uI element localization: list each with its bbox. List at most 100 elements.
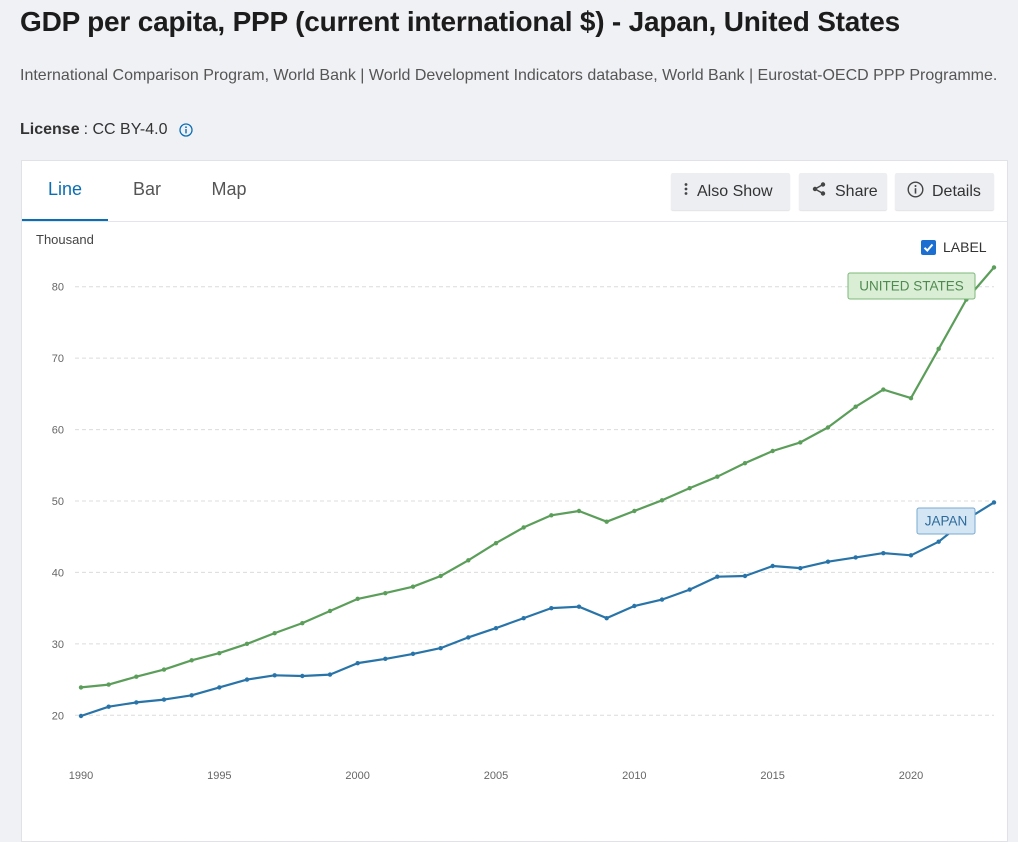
share-button[interactable]: Share bbox=[799, 173, 887, 210]
data-point-japan bbox=[770, 563, 775, 569]
data-point-japan bbox=[134, 700, 139, 705]
data-point-japan bbox=[493, 625, 499, 631]
data-point-united_states bbox=[189, 658, 194, 663]
data-point-united_states bbox=[936, 346, 941, 352]
data-point-japan bbox=[632, 603, 637, 609]
data-point-united_states bbox=[521, 525, 526, 530]
data-point-japan bbox=[244, 677, 250, 682]
data-point-japan bbox=[715, 574, 720, 579]
data-point-united_states bbox=[549, 513, 554, 518]
x-tick-label: 1995 bbox=[207, 770, 231, 782]
license-value: : CC BY-4.0 bbox=[83, 121, 168, 138]
data-point-japan bbox=[576, 604, 582, 609]
tab-bar: Line Bar Map Also Show Share Details bbox=[22, 161, 1007, 222]
label-toggle-text: LABEL bbox=[943, 239, 987, 255]
data-point-united_states bbox=[576, 508, 582, 514]
also-show-label: Also Show bbox=[697, 182, 773, 200]
data-point-japan bbox=[742, 573, 748, 579]
data-point-united_states bbox=[991, 265, 997, 270]
y-tick-label: 40 bbox=[52, 567, 64, 579]
data-point-united_states bbox=[327, 608, 333, 614]
series-line-japan bbox=[80, 501, 995, 718]
x-tick-label: 2020 bbox=[899, 770, 923, 782]
also-show-button[interactable]: Also Show bbox=[671, 173, 790, 210]
data-point-japan bbox=[604, 615, 609, 621]
data-point-united_states bbox=[659, 498, 665, 503]
data-point-japan bbox=[991, 500, 997, 505]
series-label-united_states: UNITED STATES bbox=[847, 272, 976, 300]
details-button[interactable]: Details bbox=[895, 173, 994, 210]
data-point-japan bbox=[410, 651, 416, 657]
data-point-united_states bbox=[798, 440, 803, 445]
data-point-japan bbox=[466, 635, 471, 640]
data-point-japan bbox=[521, 615, 526, 621]
details-label: Details bbox=[932, 182, 981, 200]
y-tick-label: 30 bbox=[52, 639, 64, 651]
y-unit-label: Thousand bbox=[36, 232, 94, 247]
x-tick-label: 2000 bbox=[345, 770, 369, 782]
data-point-japan bbox=[78, 713, 84, 719]
data-point-united_states bbox=[770, 448, 775, 454]
data-point-japan bbox=[189, 693, 194, 698]
data-point-united_states bbox=[908, 395, 914, 401]
data-point-united_states bbox=[632, 508, 637, 514]
data-point-united_states bbox=[715, 474, 720, 479]
tab-line[interactable]: Line bbox=[22, 161, 108, 221]
data-point-japan bbox=[106, 704, 111, 709]
data-point-japan bbox=[687, 587, 692, 592]
y-tick-label: 20 bbox=[52, 710, 64, 722]
license-label: License bbox=[20, 121, 80, 138]
data-point-japan bbox=[549, 605, 554, 611]
data-point-japan bbox=[383, 656, 388, 662]
tab-map[interactable]: Map bbox=[211, 179, 247, 199]
series-label-box bbox=[847, 272, 976, 300]
data-point-united_states bbox=[383, 590, 388, 596]
x-tick-label: 2005 bbox=[484, 770, 508, 782]
data-point-united_states bbox=[355, 596, 360, 602]
share-icon bbox=[811, 181, 827, 202]
line-chart: Thousand 20 30 40 50 60 70 80 1990 1995 2000 2005 20… bbox=[36, 232, 997, 782]
data-point-united_states bbox=[438, 573, 443, 579]
info-icon[interactable] bbox=[179, 123, 194, 137]
data-point-japan bbox=[327, 672, 333, 677]
data-point-united_states bbox=[244, 641, 250, 647]
page-title: GDP per capita, PPP (current internation… bbox=[20, 6, 901, 37]
data-point-united_states bbox=[410, 584, 416, 589]
source-text: International Comparison Program, World … bbox=[20, 67, 998, 84]
data-point-japan bbox=[355, 660, 360, 666]
data-point-japan bbox=[908, 553, 914, 558]
data-point-japan bbox=[300, 673, 305, 679]
share-label: Share bbox=[835, 182, 878, 200]
data-point-united_states bbox=[825, 425, 831, 430]
data-point-united_states bbox=[466, 558, 471, 563]
x-tick-label: 1990 bbox=[69, 770, 93, 782]
data-point-japan bbox=[438, 645, 443, 651]
data-point-united_states bbox=[604, 519, 609, 524]
y-tick-label: 70 bbox=[52, 353, 64, 365]
data-point-japan bbox=[798, 565, 803, 571]
x-tick-label: 2015 bbox=[760, 770, 784, 782]
label-checkbox[interactable] bbox=[921, 239, 936, 255]
data-point-united_states bbox=[687, 485, 692, 491]
data-point-united_states bbox=[272, 630, 277, 636]
license-row: License : CC BY-4.0 bbox=[20, 121, 194, 139]
data-point-united_states bbox=[881, 387, 886, 392]
data-point-united_states bbox=[106, 682, 111, 687]
more-vertical-icon bbox=[683, 182, 689, 201]
series-label-text: UNITED STATES bbox=[859, 279, 964, 294]
data-point-japan bbox=[217, 685, 222, 690]
series-label-text: JAPAN bbox=[925, 514, 968, 529]
data-point-united_states bbox=[161, 667, 167, 672]
data-point-united_states bbox=[742, 460, 748, 466]
data-point-japan bbox=[825, 559, 831, 564]
data-point-united_states bbox=[78, 685, 84, 690]
data-point-japan bbox=[853, 555, 858, 560]
tab-bar-chart[interactable]: Bar bbox=[132, 179, 161, 199]
data-point-japan bbox=[936, 539, 941, 544]
x-tick-label: 2010 bbox=[622, 770, 646, 782]
data-point-japan bbox=[272, 673, 277, 678]
series-line-united_states bbox=[80, 266, 995, 689]
data-point-united_states bbox=[134, 674, 139, 679]
data-point-japan bbox=[659, 597, 665, 602]
label-toggle[interactable]: LABEL bbox=[921, 239, 987, 255]
